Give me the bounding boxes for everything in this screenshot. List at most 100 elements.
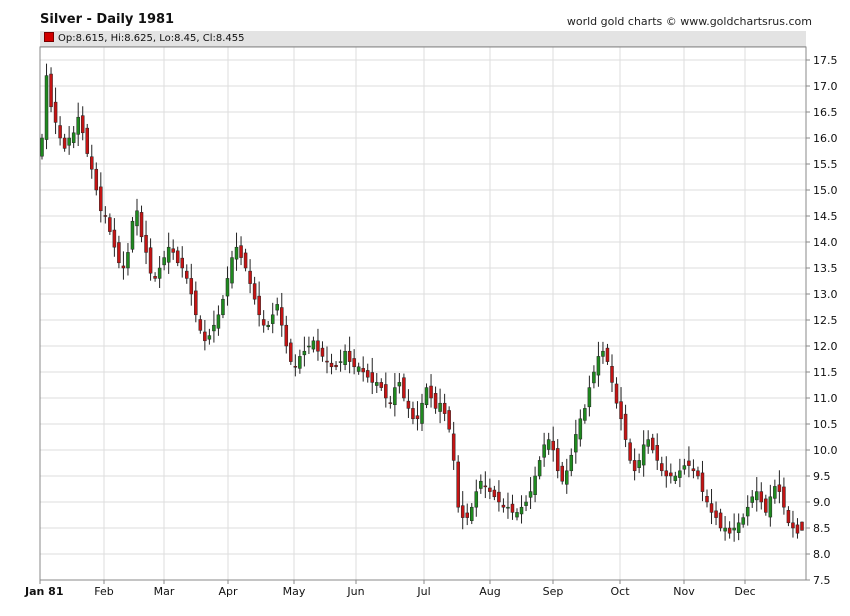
- x-tick-label: Feb: [94, 585, 113, 598]
- down-candle: [555, 448, 560, 472]
- down-candle: [415, 415, 420, 420]
- up-candle: [506, 506, 510, 509]
- down-candle: [243, 252, 248, 269]
- down-candle: [280, 307, 284, 326]
- down-candle-swatch-icon: [44, 32, 54, 42]
- up-candle: [44, 75, 49, 140]
- up-candle: [166, 246, 171, 263]
- y-tick-label: 12.0: [813, 340, 838, 353]
- up-candle: [40, 137, 44, 157]
- up-candle: [736, 522, 741, 533]
- x-tick-label: Dec: [734, 585, 755, 598]
- down-candle: [442, 402, 447, 414]
- down-candle: [510, 503, 515, 513]
- down-candle: [352, 358, 356, 368]
- up-candle: [569, 454, 574, 472]
- up-candle: [420, 402, 424, 424]
- y-tick-label: 13.5: [813, 262, 838, 275]
- down-candle: [447, 410, 451, 430]
- y-tick-label: 9.5: [813, 470, 831, 483]
- down-candle: [465, 512, 469, 518]
- down-candle: [261, 319, 266, 326]
- up-candle: [519, 506, 524, 515]
- up-candle: [583, 408, 587, 421]
- y-tick-label: 17.0: [813, 80, 838, 93]
- up-candle: [537, 460, 542, 477]
- down-candle: [316, 340, 320, 352]
- up-candle: [302, 350, 307, 356]
- up-candle: [678, 470, 682, 478]
- down-candle: [660, 463, 664, 472]
- down-candle: [325, 360, 329, 363]
- down-candle: [58, 125, 62, 139]
- y-tick-label: 15.0: [813, 184, 838, 197]
- down-candle: [429, 385, 433, 399]
- up-candle: [587, 387, 592, 408]
- down-candle: [99, 186, 103, 212]
- x-tick-label: Apr: [218, 585, 238, 598]
- up-candle: [732, 527, 736, 531]
- y-tick-label: 10.5: [813, 418, 838, 431]
- down-candle: [650, 437, 655, 451]
- down-candle: [782, 486, 786, 508]
- down-candle: [180, 257, 184, 269]
- up-candle: [474, 491, 479, 508]
- down-candle: [709, 503, 714, 513]
- up-candle: [157, 267, 162, 279]
- up-candle: [338, 361, 343, 363]
- y-tick-label: 9.0: [813, 496, 831, 509]
- up-candle: [673, 475, 678, 481]
- down-candle: [705, 496, 709, 503]
- up-candle: [230, 257, 234, 284]
- up-candle: [515, 512, 519, 518]
- down-candle: [433, 393, 438, 409]
- down-candle: [139, 212, 144, 238]
- down-candle: [605, 347, 610, 362]
- down-candle: [361, 368, 365, 373]
- down-candle: [370, 372, 374, 383]
- down-candle: [777, 484, 782, 492]
- up-candle: [275, 304, 279, 311]
- up-candle: [397, 382, 402, 387]
- down-candle: [121, 265, 126, 269]
- up-candle: [601, 350, 605, 357]
- down-candle: [189, 278, 194, 295]
- up-candle: [745, 506, 750, 517]
- down-candle: [194, 290, 198, 316]
- y-tick-label: 17.5: [813, 54, 838, 67]
- x-tick-label: Sep: [543, 585, 564, 598]
- up-candle: [216, 314, 221, 329]
- down-candle: [623, 413, 628, 440]
- down-candle: [90, 156, 94, 170]
- down-candle: [334, 364, 338, 368]
- y-tick-label: 14.0: [813, 236, 838, 249]
- up-candle: [424, 387, 429, 406]
- up-candle: [578, 418, 583, 440]
- x-tick-label: Jul: [416, 585, 430, 598]
- down-candle: [379, 382, 384, 388]
- down-candle: [764, 498, 768, 513]
- up-candle: [646, 439, 650, 447]
- down-candle: [144, 234, 148, 253]
- down-candle: [488, 487, 492, 492]
- down-candle: [700, 472, 705, 492]
- y-tick-label: 15.5: [813, 158, 838, 171]
- up-candle: [637, 460, 641, 468]
- down-candle: [94, 168, 99, 191]
- down-candle: [614, 383, 619, 404]
- up-candle: [393, 387, 397, 406]
- up-candle: [162, 257, 166, 266]
- down-candle: [664, 470, 669, 477]
- up-candle: [479, 480, 483, 489]
- y-tick-label: 14.5: [813, 210, 838, 223]
- y-tick-label: 13.0: [813, 288, 838, 301]
- down-candle: [175, 250, 180, 264]
- down-candle: [759, 491, 764, 503]
- source-credit: world gold charts © www.goldchartsrus.co…: [566, 15, 812, 28]
- down-candle: [62, 137, 67, 149]
- down-candle: [551, 440, 555, 451]
- down-candle: [632, 460, 637, 472]
- down-candle: [384, 384, 388, 399]
- down-candle: [108, 217, 112, 232]
